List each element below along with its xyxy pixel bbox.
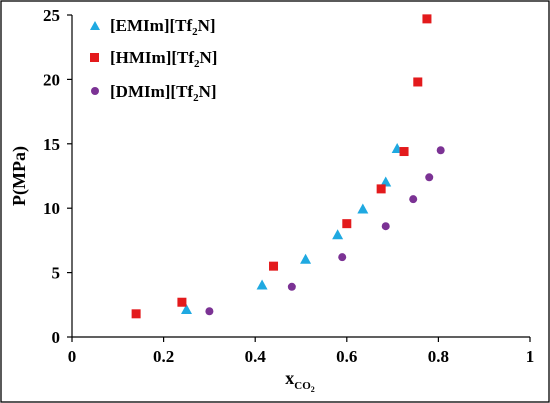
legend-marker-hmim <box>90 53 99 62</box>
data-point <box>181 303 192 314</box>
x-ticks: 0 0.2 0.4 0.6 0.8 1 <box>68 337 535 366</box>
data-point <box>413 77 423 87</box>
legend: [EMIm][Tf2N] [HMIm][Tf2N] [DMIm][Tf2N] <box>90 16 217 104</box>
x-axis-title-sub: CO <box>294 380 311 392</box>
y-tick-label: 25 <box>43 6 60 25</box>
legend-label-dmim: [DMIm][Tf2N] <box>110 82 217 104</box>
x-tick-label: 1 <box>526 347 535 366</box>
data-point <box>357 203 369 214</box>
data-point <box>332 229 344 240</box>
data-point <box>205 307 214 316</box>
data-point <box>409 195 418 204</box>
data-point <box>399 147 409 157</box>
data-point <box>269 261 279 271</box>
series-layer <box>131 14 445 319</box>
data-point <box>300 253 312 264</box>
legend-item-dmim: [DMIm][Tf2N] <box>91 82 217 104</box>
x-tick-label: 0.8 <box>428 347 449 366</box>
y-tick-label: 15 <box>43 135 60 154</box>
y-tick-label: 0 <box>52 328 61 347</box>
data-point <box>422 14 432 24</box>
data-point <box>256 279 268 290</box>
data-point <box>177 297 187 307</box>
y-ticks: 0 5 10 15 20 25 <box>43 6 72 347</box>
data-point <box>425 173 434 182</box>
legend-marker-emim <box>90 21 100 30</box>
x-axis-title: xCO2 <box>285 368 315 394</box>
x-axis-title-main: x <box>285 368 294 388</box>
data-point <box>338 253 347 262</box>
x-tick-label: 0.2 <box>153 347 174 366</box>
legend-label-hmim: [HMIm][Tf2N] <box>110 48 217 70</box>
data-point <box>287 282 296 291</box>
series-2 <box>205 146 445 316</box>
legend-item-hmim: [HMIm][Tf2N] <box>90 48 217 70</box>
series-1 <box>131 14 432 319</box>
legend-item-emim: [EMIm][Tf2N] <box>90 16 216 38</box>
data-point <box>380 176 392 187</box>
x-axis-title-sub2: 2 <box>311 385 315 394</box>
y-tick-label: 20 <box>43 70 60 89</box>
y-tick-label: 10 <box>43 199 60 218</box>
x-tick-label: 0 <box>68 347 77 366</box>
data-point <box>376 184 386 194</box>
data-point <box>131 309 141 319</box>
y-tick-label: 5 <box>52 264 61 283</box>
legend-label-emim: [EMIm][Tf2N] <box>110 16 216 38</box>
data-point <box>342 219 352 229</box>
y-axis-title: P(MPa) <box>9 146 30 206</box>
data-point <box>436 146 445 155</box>
legend-marker-dmim <box>91 87 99 95</box>
x-tick-label: 0.6 <box>336 347 357 366</box>
axes <box>71 15 530 338</box>
x-tick-label: 0.4 <box>245 347 267 366</box>
data-point <box>381 222 390 231</box>
